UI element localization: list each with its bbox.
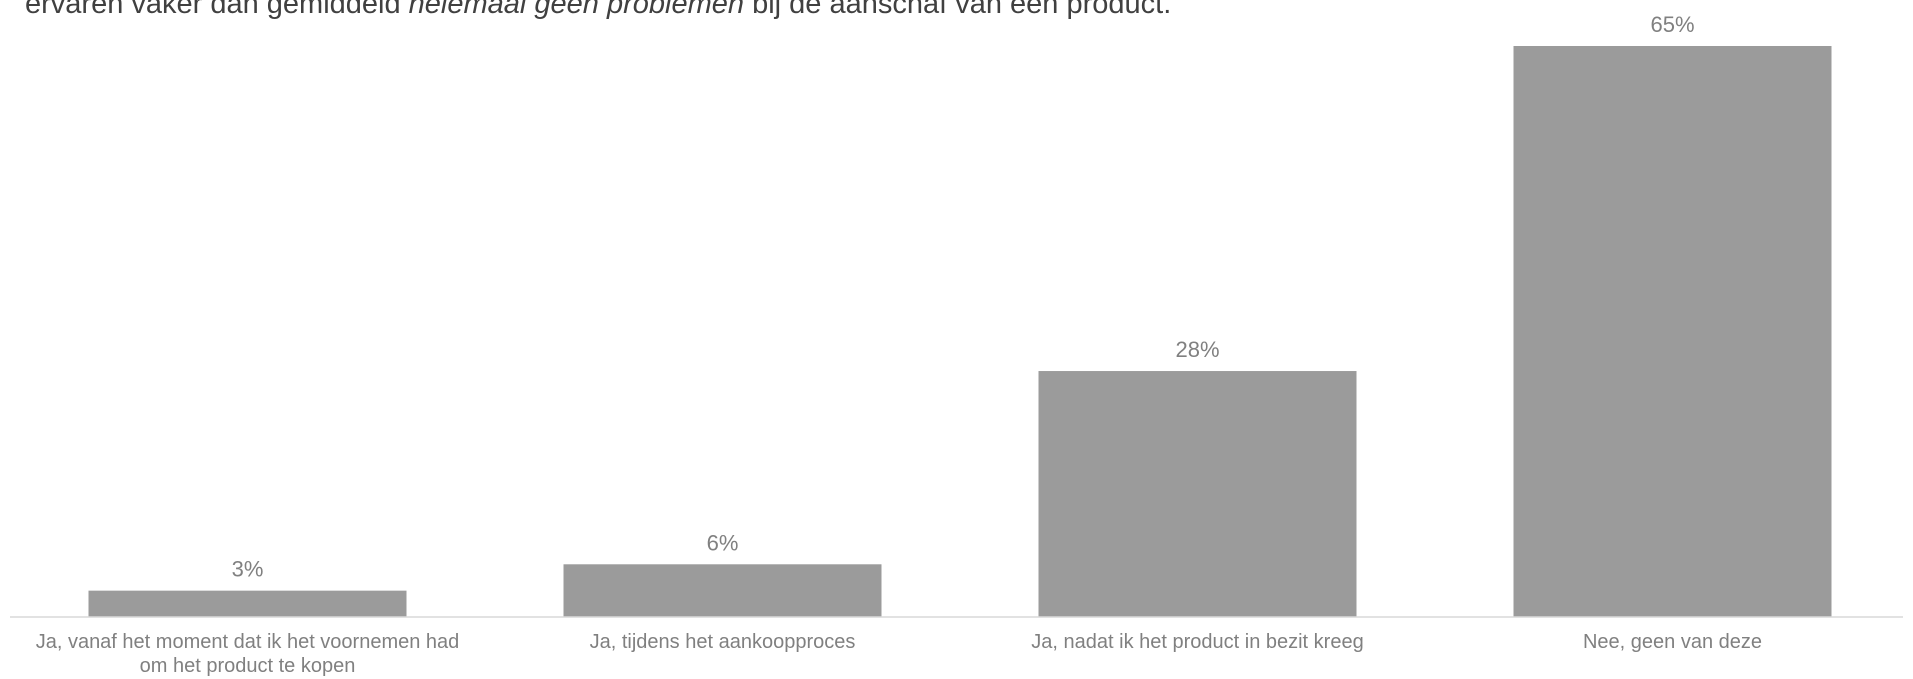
category-label-line: Ja, tijdens het aankoopproces <box>590 631 856 653</box>
bar-2 <box>563 564 882 617</box>
value-label-4: 65% <box>1650 12 1694 37</box>
title-prefix: ervaren vaker dan gemiddeld <box>25 0 409 20</box>
category-label-line: Ja, nadat ik het product in bezit kreeg <box>1031 631 1363 653</box>
value-label-1: 3% <box>232 557 264 582</box>
category-label-line: om het product te kopen <box>140 655 356 677</box>
category-labels-group: Ja, vanaf het moment dat ik het voorneme… <box>36 631 1762 677</box>
bar-3 <box>1038 371 1357 617</box>
title-suffix: bij de aanschaf van een product. <box>744 0 1172 20</box>
title-emphasis: helemaal geen problemen <box>408 0 745 20</box>
category-label-line: Ja, vanaf het moment dat ik het voorneme… <box>36 631 460 653</box>
bar-1 <box>88 590 407 617</box>
category-label-4: Nee, geen van deze <box>1583 631 1762 653</box>
chart-title: ervaren vaker dan gemiddeld helemaal gee… <box>25 0 1171 22</box>
category-label-3: Ja, nadat ik het product in bezit kreeg <box>1031 631 1363 653</box>
category-label-1: Ja, vanaf het moment dat ik het voorneme… <box>36 631 460 677</box>
bars-group <box>88 46 1832 617</box>
value-labels-group: 3% 6% 28% 65% <box>232 12 1695 582</box>
bar-4 <box>1513 46 1832 617</box>
category-label-line: Nee, geen van deze <box>1583 631 1762 653</box>
value-label-2: 6% <box>707 530 739 555</box>
category-label-2: Ja, tijdens het aankoopproces <box>590 631 856 653</box>
value-label-3: 28% <box>1175 337 1219 362</box>
